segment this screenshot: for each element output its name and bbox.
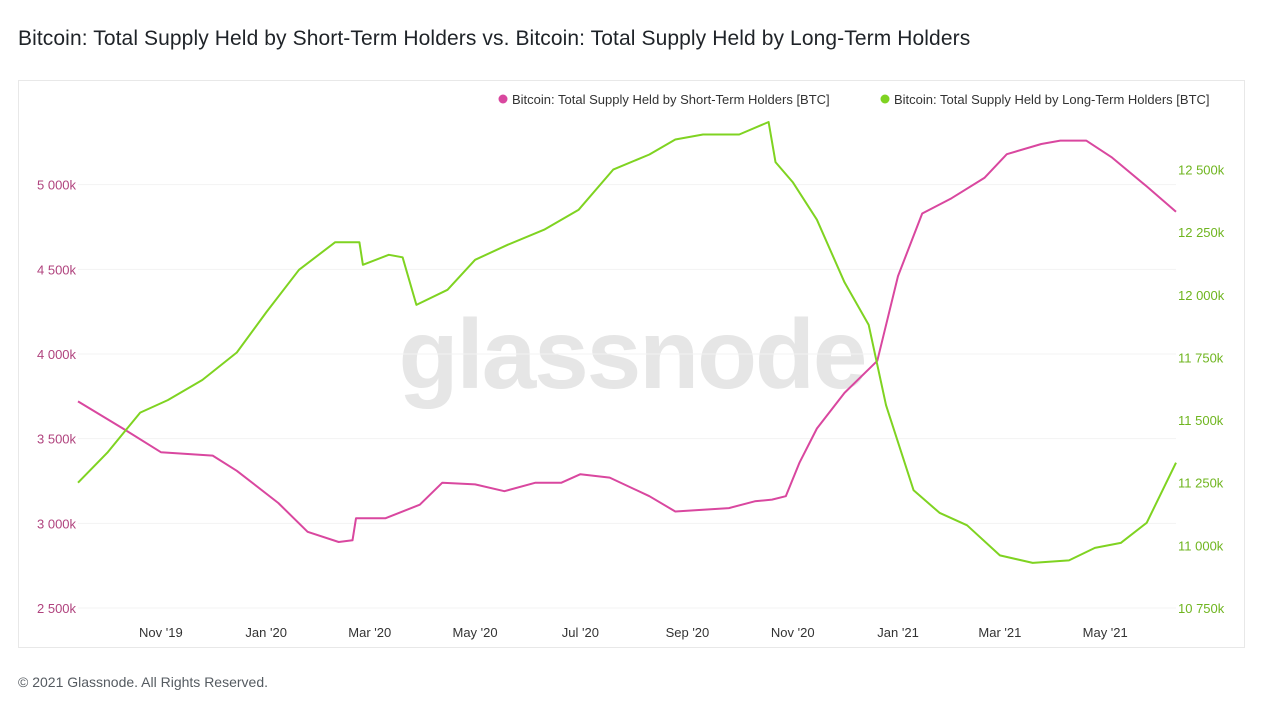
chart-frame	[18, 80, 1245, 648]
copyright-footer: © 2021 Glassnode. All Rights Reserved.	[18, 674, 269, 690]
chart-title: Bitcoin: Total Supply Held by Short-Term…	[18, 27, 971, 50]
